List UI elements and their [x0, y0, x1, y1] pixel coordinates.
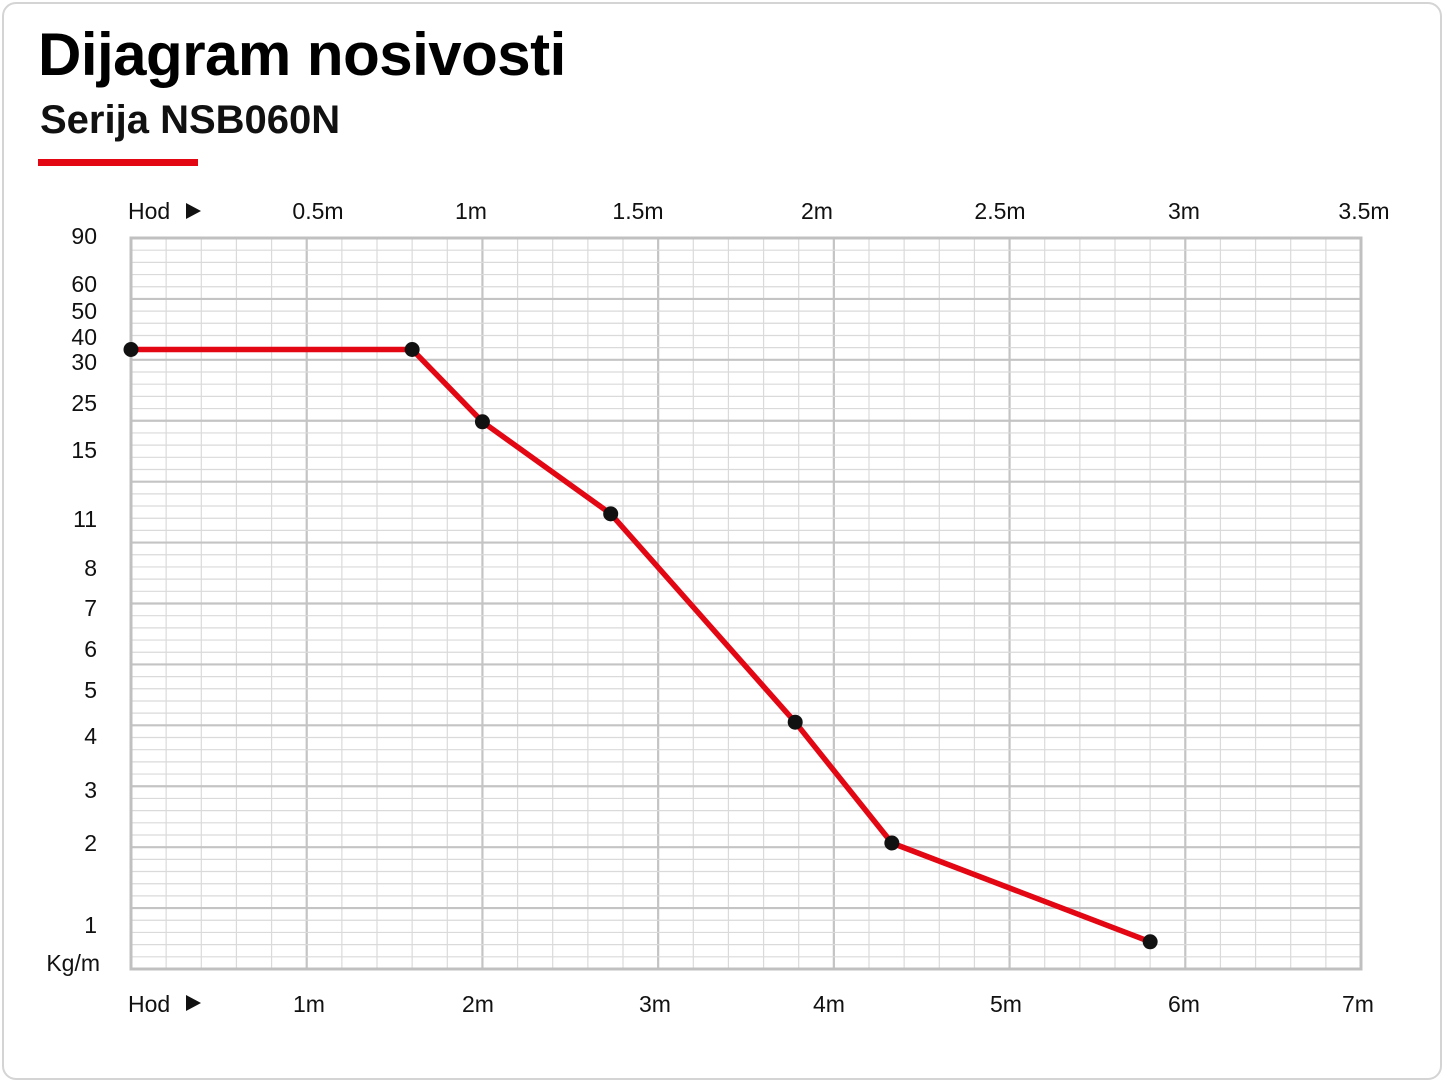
- bottom-tick-label: 4m: [813, 991, 845, 1017]
- plot-border-rect: [129, 236, 1363, 971]
- y-tick-label: 60: [71, 271, 97, 297]
- accent-underline: [38, 159, 198, 166]
- top-tick-label: 2.5m: [974, 198, 1025, 224]
- y-tick-label: 11: [73, 506, 97, 532]
- top-tick-label: 1.5m: [612, 198, 663, 224]
- top-axis-arrow-icon: [186, 203, 201, 219]
- page-title: Dijagram nosivosti: [38, 21, 566, 88]
- data-point: [884, 835, 900, 851]
- y-tick-label: 40: [71, 324, 97, 350]
- bottom-tick-label: 6m: [1168, 991, 1200, 1017]
- data-point: [787, 714, 803, 730]
- top-axis-label: Hod: [128, 198, 170, 224]
- top-tick-label: 3m: [1168, 198, 1200, 224]
- y-tick-label: 7: [84, 595, 97, 621]
- top-tick-label: 2m: [801, 198, 833, 224]
- y-tick-label: 5: [84, 677, 97, 703]
- top-axis-ticks: 0.5m 1m 1.5m 2m 2.5m 3m 3.5m: [292, 198, 1389, 224]
- bottom-tick-label: 3m: [639, 991, 671, 1017]
- y-tick-label: 1: [84, 912, 97, 938]
- data-point: [474, 414, 490, 430]
- y-tick-label: 90: [71, 223, 97, 249]
- series-line: [128, 346, 1153, 945]
- bottom-axis-label: Hod: [128, 991, 170, 1017]
- y-tick-label: 30: [71, 349, 97, 375]
- y-tick-label: 8: [84, 555, 97, 581]
- plot-border: [129, 236, 1363, 971]
- bottom-tick-label: 2m: [462, 991, 494, 1017]
- top-tick-label: 3.5m: [1338, 198, 1389, 224]
- top-tick-label: 1m: [455, 198, 487, 224]
- chart-grid: [131, 238, 1361, 969]
- bottom-axis: Hod: [128, 991, 201, 1017]
- y-axis-unit: Kg/m: [46, 950, 100, 976]
- bottom-tick-label: 7m: [1342, 991, 1374, 1017]
- y-tick-label: 4: [84, 723, 97, 749]
- y-tick-label: 6: [84, 636, 97, 662]
- page-subtitle: Serija NSB060N: [40, 98, 341, 142]
- top-axis: Hod: [128, 198, 201, 224]
- y-tick-label: 3: [84, 777, 97, 803]
- y-tick-label: 50: [71, 298, 97, 324]
- data-point: [123, 342, 139, 357]
- y-tick-label: 25: [71, 390, 97, 416]
- series-group: [123, 342, 1158, 950]
- data-point: [404, 342, 420, 357]
- top-tick-label: 0.5m: [292, 198, 343, 224]
- data-point: [603, 506, 619, 522]
- data-point: [1142, 934, 1158, 950]
- bottom-axis-arrow-icon: [186, 995, 201, 1011]
- bottom-axis-ticks: 1m 2m 3m 4m 5m 6m 7m: [293, 991, 1374, 1017]
- bottom-tick-label: 1m: [293, 991, 325, 1017]
- y-tick-label: 2: [84, 830, 97, 856]
- bottom-tick-label: 5m: [990, 991, 1022, 1017]
- y-tick-label: 15: [71, 437, 97, 463]
